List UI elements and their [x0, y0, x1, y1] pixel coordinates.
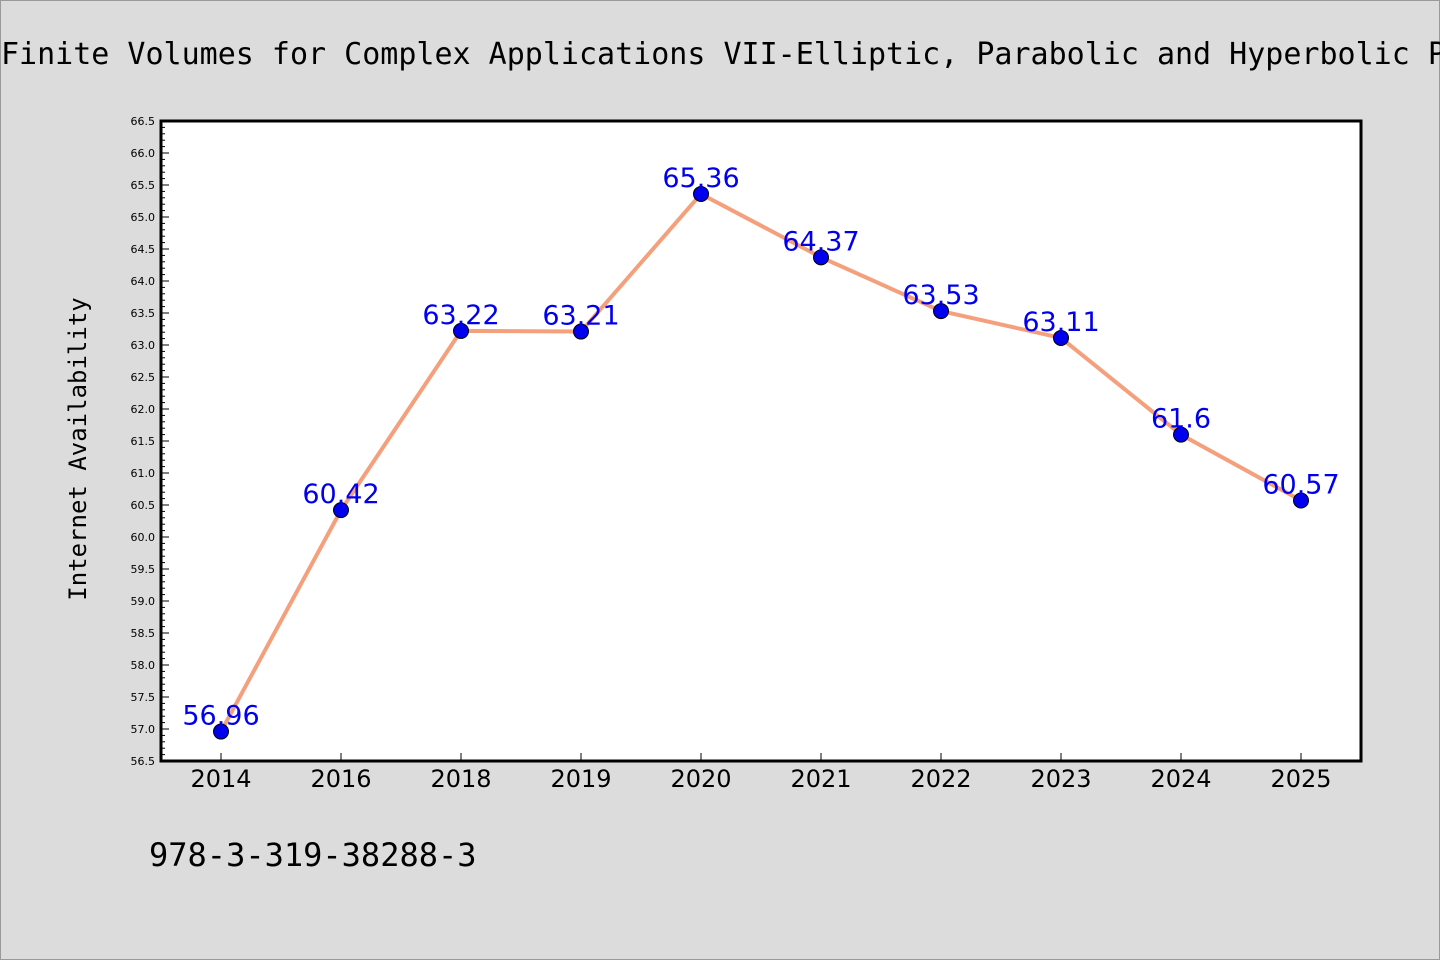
data-label: 61.6 — [1151, 404, 1211, 435]
x-tick-label: 2024 — [1150, 765, 1211, 793]
x-axis: 2014 2016 2018 2019 2020 2021 2022 2023 2024 2025 — [190, 753, 1332, 793]
y-tick-label: 56.5 — [131, 755, 156, 768]
y-tick-label: 60.0 — [131, 531, 156, 544]
x-tick-label: 2019 — [550, 765, 611, 793]
data-point — [693, 185, 709, 202]
y-tick-label: 59.0 — [131, 595, 156, 608]
data-point — [1293, 492, 1309, 509]
x-tick-label: 2016 — [310, 765, 371, 793]
data-point — [213, 723, 229, 740]
y-tick-label: 64.0 — [131, 275, 156, 288]
data-label: 65.36 — [662, 163, 739, 194]
y-tick-label: 66.5 — [131, 115, 156, 128]
y-tick-label: 63.0 — [131, 339, 156, 352]
x-tick-label: 2018 — [430, 765, 491, 793]
y-tick-label: 58.0 — [131, 659, 156, 672]
data-label: 63.53 — [902, 280, 979, 311]
data-point — [933, 303, 949, 320]
x-tick-label: 2020 — [670, 765, 731, 793]
data-point — [1173, 426, 1189, 443]
y-tick-label: 65.5 — [131, 179, 156, 192]
x-tick-label: 2025 — [1270, 765, 1331, 793]
data-label: 64.37 — [782, 226, 859, 257]
data-label: 60.42 — [302, 479, 379, 510]
y-tick-label: 63.5 — [131, 307, 156, 320]
y-tick-label: 61.5 — [131, 435, 156, 448]
y-tick-label: 65.0 — [131, 211, 156, 224]
series-layer: 56.96 60.42 63.22 63.21 65.36 64.37 63.53 63.11… — [182, 163, 1340, 740]
y-tick-label: 57.5 — [131, 691, 156, 704]
y-tick-label: 66.0 — [131, 147, 156, 160]
data-label: 63.11 — [1022, 307, 1099, 338]
y-axis: 56.5 57.0 57.5 58.0 58.5 59.0 59.5 60.0 60.5 61.0… — [131, 115, 169, 768]
data-point — [813, 249, 829, 266]
y-tick-label: 60.5 — [131, 499, 156, 512]
x-tick-label: 2023 — [1030, 765, 1091, 793]
data-label: 63.22 — [422, 300, 499, 331]
data-label: 56.96 — [182, 701, 259, 732]
x-tick-label: 2021 — [790, 765, 851, 793]
y-tick-label: 59.5 — [131, 563, 156, 576]
data-label: 60.57 — [1262, 470, 1339, 501]
chart-title: Finite Volumes for Complex Applications … — [1, 37, 1440, 72]
x-tick-label: 2022 — [910, 765, 971, 793]
y-tick-label: 57.0 — [131, 723, 156, 736]
data-point — [453, 322, 469, 339]
series-line — [219, 191, 1302, 733]
data-point — [1053, 329, 1069, 346]
y-tick-label: 64.5 — [131, 243, 156, 256]
data-label: 63.21 — [542, 301, 619, 332]
y-axis-label: Internet Availability — [64, 297, 92, 600]
y-tick-label: 62.5 — [131, 371, 156, 384]
y-tick-label: 61.0 — [131, 467, 156, 480]
y-tick-label: 58.5 — [131, 627, 156, 640]
y-tick-label: 62.0 — [131, 403, 156, 416]
data-point — [573, 323, 589, 340]
isbn-footnote: 978-3-319-38288-3 — [149, 836, 477, 874]
data-point — [333, 502, 349, 519]
x-tick-label: 2014 — [190, 765, 251, 793]
